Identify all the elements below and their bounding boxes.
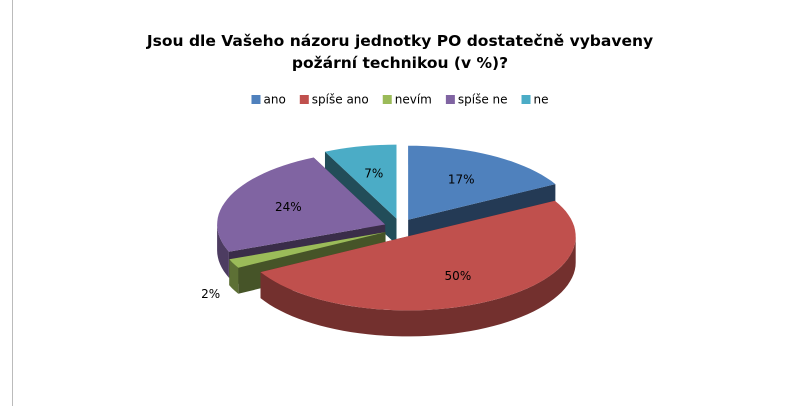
legend-swatch [251,95,261,104]
slice-wall [260,236,576,337]
pie-slice [260,200,576,337]
data-label: 2% [201,287,220,301]
slice-top [408,145,556,220]
chart-title: Jsou dle Vašeho názoru jednotky PO dosta… [146,32,654,72]
legend-swatch [299,95,309,104]
slice-top [229,232,386,268]
legend-swatch [521,95,531,104]
data-label: 7% [364,166,383,180]
slice-top [217,157,386,252]
data-label: 50% [445,269,472,283]
legend: ano spíše ano nevím spíše ne ne [251,93,549,107]
legend-swatch [445,95,455,104]
slice-top [260,200,576,311]
chart-frame [12,0,13,406]
legend-label: ano [263,93,285,107]
data-label: 17% [448,173,475,187]
legend-label: nevím [395,93,432,107]
slice-wall [217,224,229,278]
legend-swatch [382,95,392,104]
legend-label: ne [534,93,549,107]
data-label: 24% [275,200,302,214]
slice-wall [229,259,239,294]
legend-label: spíše ano [312,93,369,107]
legend-label: spíše ne [458,93,508,107]
slice-top [325,144,397,219]
